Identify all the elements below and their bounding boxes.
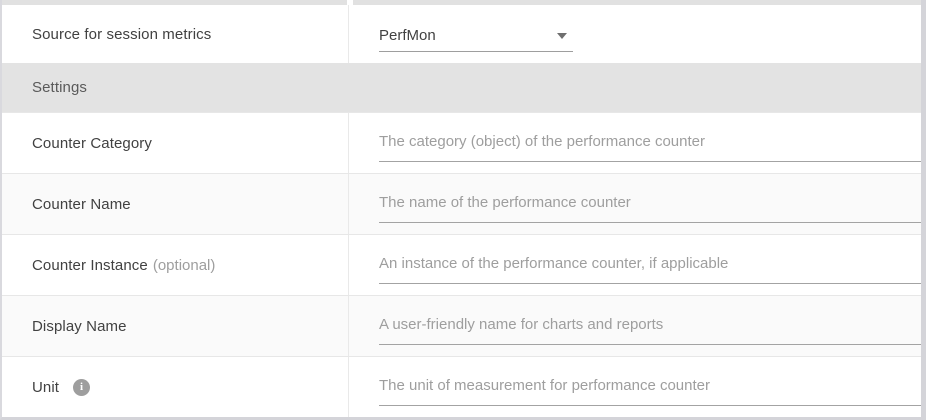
settings-section-title: Settings — [32, 79, 87, 96]
column-divider-gap — [347, 0, 353, 5]
counter-instance-optional-suffix: (optional) — [152, 256, 216, 274]
counter-category-label: Counter Category — [32, 134, 152, 152]
counter-name-label-cell: Counter Name — [2, 174, 349, 234]
counter-category-label-cell: Counter Category — [2, 113, 349, 173]
field-row-counter-category: Counter Category — [2, 112, 921, 173]
source-metrics-input-cell: PerfMon — [349, 5, 921, 63]
display-name-label: Display Name — [32, 317, 127, 335]
source-metrics-row: Source for session metrics PerfMon — [2, 5, 921, 63]
info-icon[interactable]: i — [73, 378, 91, 396]
field-row-counter-instance: Counter Instance (optional) — [2, 234, 921, 295]
display-name-label-cell: Display Name — [2, 296, 349, 356]
field-row-counter-name: Counter Name — [2, 173, 921, 234]
source-metrics-label-cell: Source for session metrics — [2, 5, 349, 63]
unit-input[interactable] — [379, 373, 921, 406]
counter-name-input-cell — [349, 174, 921, 234]
display-name-input-cell — [349, 296, 921, 356]
top-edge-strip — [2, 0, 921, 5]
counter-category-input-cell — [349, 113, 921, 173]
counter-instance-label: Counter Instance — [32, 256, 148, 274]
counter-instance-input[interactable] — [379, 251, 921, 284]
source-metrics-dropdown-value: PerfMon — [379, 26, 436, 44]
source-metrics-dropdown[interactable]: PerfMon — [379, 19, 573, 52]
counter-name-input[interactable] — [379, 190, 921, 223]
settings-section-header: Settings — [2, 63, 921, 112]
unit-input-cell — [349, 357, 921, 417]
unit-label: Unit — [32, 378, 60, 396]
unit-label-cell: Unit i — [2, 357, 349, 417]
counter-category-input[interactable] — [379, 129, 921, 162]
field-row-unit: Unit i — [2, 356, 921, 417]
field-row-display-name: Display Name — [2, 295, 921, 356]
source-metrics-label: Source for session metrics — [32, 25, 212, 43]
counter-instance-input-cell — [349, 235, 921, 295]
counter-instance-label-cell: Counter Instance (optional) — [2, 235, 349, 295]
display-name-input[interactable] — [379, 312, 921, 345]
chevron-down-icon — [557, 33, 567, 39]
counter-name-label: Counter Name — [32, 195, 131, 213]
